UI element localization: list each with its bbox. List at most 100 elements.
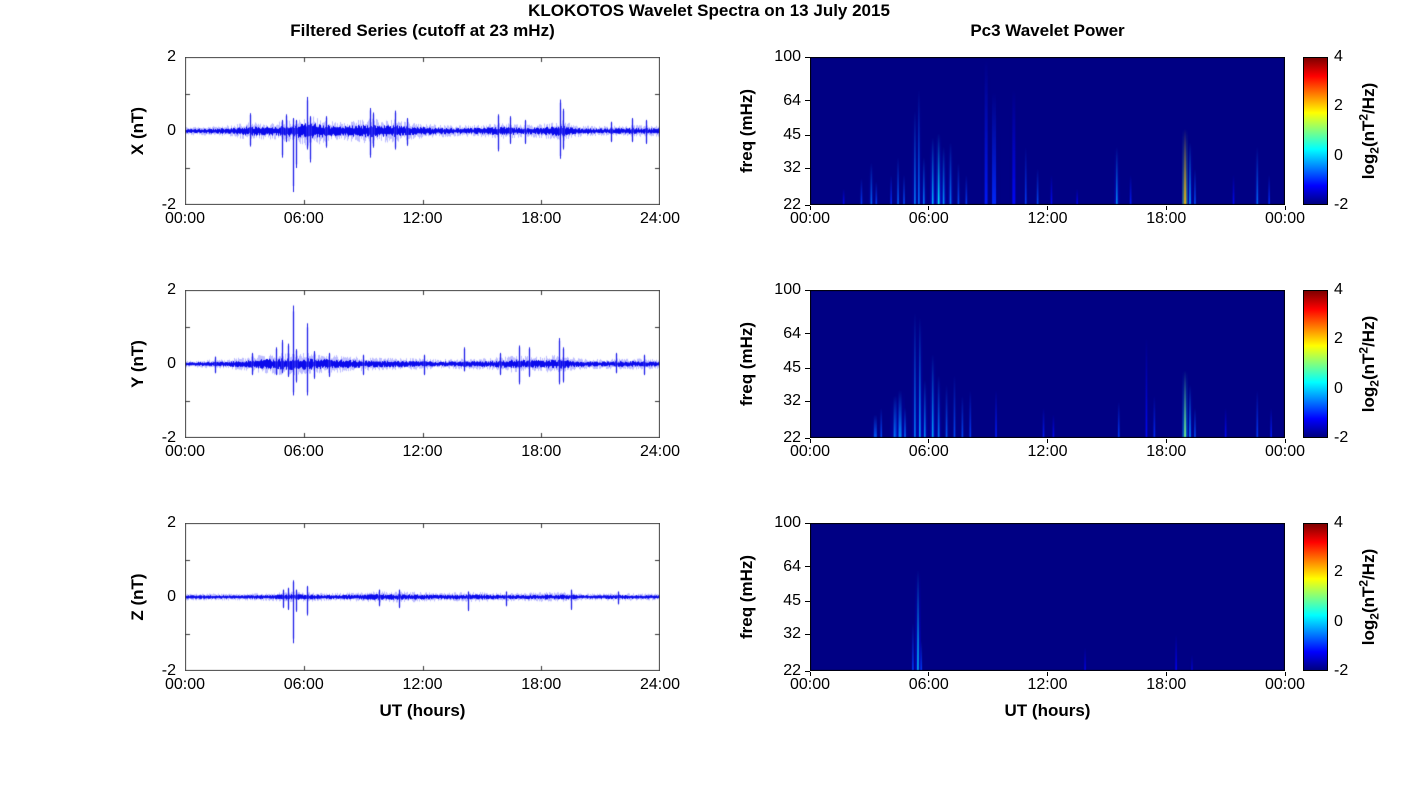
x-tick-label: 12:00: [1027, 210, 1068, 227]
colorbar-tick-label: 4: [1334, 48, 1343, 65]
x-tick-label: 06:00: [908, 210, 949, 227]
x-tick-label: 00:00: [1264, 676, 1306, 693]
y-tick-label: 100: [774, 514, 801, 531]
x-tick-label: 12:00: [402, 443, 443, 460]
figure-title: KLOKOTOS Wavelet Spectra on 13 July 2015: [528, 1, 890, 20]
right-column-title: Pc3 Wavelet Power: [970, 21, 1125, 40]
spectrogram-panel-y: freq (mHz) 00:00 06:00 12:00 18:00 00:00 100 6…: [737, 281, 1305, 460]
colorbar-tick-label: 4: [1334, 281, 1343, 298]
colorbar-tick-label: 2: [1334, 330, 1343, 348]
x-tick-mark: [1165, 672, 1167, 676]
colorbar-label-sub: 2: [1367, 380, 1382, 387]
series-panel-x: X (nT) 00:00 06:00 12:00 18:00 24:00 2 0 -2: [128, 48, 680, 227]
spectrogram-panel-z: freq (mHz) 00:00 06:00 12:00 18:00 00:00 100 6…: [737, 514, 1305, 693]
x-tick-mark: [928, 672, 930, 676]
x-tick-mark: [1165, 206, 1167, 210]
colorbar-label-mid: (nT: [1359, 586, 1379, 614]
y-tick-mark: [805, 167, 810, 169]
spectrogram-canvas-z: [810, 523, 1285, 671]
x-tick-mark: [1047, 439, 1048, 443]
y-tick-label: 100: [774, 48, 801, 65]
y-tick-label: 45: [783, 592, 801, 610]
y-tick-label: 100: [774, 281, 801, 298]
x-tick-label: 00:00: [789, 443, 831, 460]
series-canvas-x: [185, 57, 660, 205]
x-tick-mark: [928, 439, 930, 443]
left-column-title: Filtered Series (cutoff at 23 mHz): [290, 21, 555, 40]
x-tick-label: 06:00: [283, 210, 324, 227]
x-tick-label: 00:00: [164, 443, 206, 460]
x-tick-label: 00:00: [164, 676, 206, 693]
y-tick-label: 0: [167, 355, 176, 372]
freq-axis-label-z: freq (mHz): [737, 554, 756, 640]
x-tick-label: 12:00: [1027, 443, 1068, 460]
x-tick-mark: [1284, 672, 1286, 676]
colorbar-tick-label: -2: [1334, 429, 1349, 446]
freq-axis-label-x: freq (mHz): [737, 88, 756, 174]
colorbar-label-mid: (nT: [1359, 120, 1379, 148]
y-tick-label: 64: [783, 324, 801, 342]
x-tick-label: 06:00: [908, 443, 949, 460]
y-tick-label: 32: [783, 392, 801, 410]
x-tick-label: 06:00: [283, 443, 324, 460]
x-tick-label: 06:00: [908, 676, 949, 693]
y-tick-label: 64: [783, 91, 801, 109]
y-axis-label-y: Y (nT): [128, 340, 147, 388]
y-tick-label: 2: [167, 514, 176, 531]
colorbar-label-suffix: /Hz): [1359, 82, 1379, 114]
series-canvas-z: [185, 523, 660, 671]
x-tick-mark: [1047, 206, 1048, 210]
y-axis-label-x: X (nT): [128, 106, 147, 156]
y-axis-label-z: Z (nT): [128, 573, 147, 621]
colorbar-label-prefix: log: [1359, 619, 1379, 646]
colorbar-label-sub: 2: [1367, 147, 1382, 154]
x-tick-label: 18:00: [1146, 443, 1187, 460]
x-tick-label: 18:00: [521, 443, 562, 460]
colorbar-tick-label: 0: [1334, 612, 1343, 630]
series-panel-z: Z (nT) 00:00 06:00 12:00 18:00 24:00 2 0 -2: [128, 514, 680, 693]
y-tick-mark: [805, 670, 810, 672]
spectrogram-canvas-x: [810, 57, 1285, 205]
colorbar-tick-label: 0: [1334, 379, 1343, 397]
y-tick-mark: [805, 333, 810, 335]
y-tick-label: 2: [167, 48, 176, 65]
x-tick-label: 00:00: [789, 210, 831, 227]
colorbar-z: log2(nT2/Hz) 4 2 0 -2: [1303, 514, 1382, 679]
y-tick-label: -2: [161, 196, 176, 213]
colorbar-label: log2(nT2/Hz): [1356, 316, 1381, 412]
y-tick-mark: [805, 367, 810, 369]
colorbar-label-prefix: log: [1359, 153, 1379, 180]
colorbar-label-mid: (nT: [1359, 353, 1379, 381]
x-tick-label: 18:00: [521, 210, 562, 227]
y-tick-label: 64: [783, 557, 801, 575]
colorbar-label-prefix: log: [1359, 386, 1379, 413]
colorbar-gradient: [1303, 290, 1328, 438]
colorbar-tick-label: -2: [1334, 662, 1349, 679]
x-tick-mark: [809, 672, 811, 676]
x-tick-label: 00:00: [1264, 443, 1306, 460]
x-tick-mark: [809, 206, 811, 210]
colorbar-gradient: [1303, 523, 1328, 671]
y-tick-mark: [805, 400, 810, 402]
y-tick-mark: [805, 204, 810, 206]
y-tick-mark: [805, 566, 810, 568]
series-panel-y: Y (nT) 00:00 06:00 12:00 18:00 24:00 2 0 -2: [128, 281, 680, 460]
colorbar-label-sup: 2: [1356, 579, 1371, 587]
spectrogram-canvas-y: [810, 290, 1285, 438]
colorbar-label-sup: 2: [1356, 346, 1371, 354]
y-tick-mark: [805, 633, 810, 635]
y-tick-label: 45: [783, 126, 801, 144]
y-tick-label: -2: [161, 662, 176, 679]
colorbar-label-sup: 2: [1356, 113, 1371, 121]
y-tick-mark: [805, 289, 810, 291]
colorbar-tick-label: 0: [1334, 146, 1343, 164]
x-tick-label: 00:00: [1264, 210, 1306, 227]
spectrogram-panel-x: freq (mHz) 00:00 06:00 12:00 18:00 00:00 100 6…: [737, 48, 1305, 227]
y-tick-label: 22: [783, 196, 801, 213]
colorbar-tick-label: -2: [1334, 196, 1349, 213]
y-tick-label: 0: [167, 122, 176, 139]
colorbar-tick-label: 2: [1334, 97, 1343, 115]
colorbar-tick-label: 2: [1334, 563, 1343, 581]
colorbar-x: log2(nT2/Hz) 4 2 0 -2: [1303, 48, 1382, 213]
